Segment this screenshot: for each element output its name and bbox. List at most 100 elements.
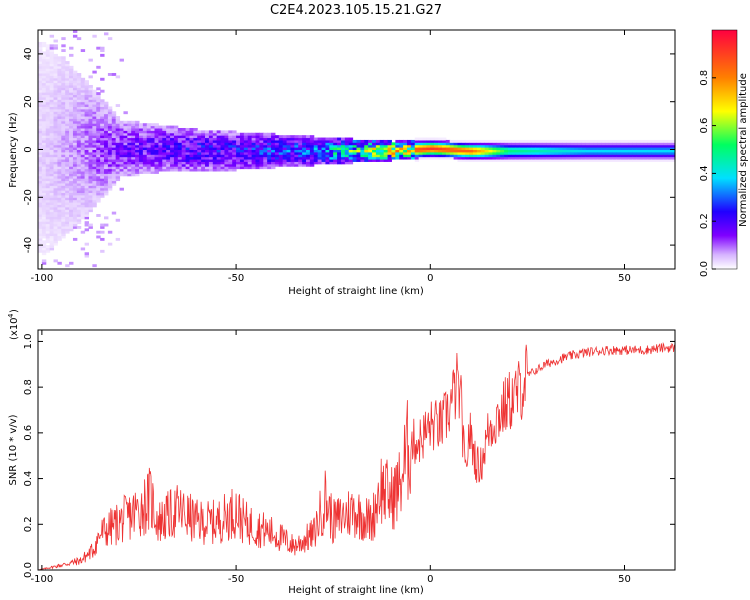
heatmap-cell [80, 87, 86, 91]
heatmap-cell [41, 73, 47, 76]
heatmap-cell [185, 147, 190, 150]
heatmap-cell [239, 154, 245, 158]
heatmap-cell [49, 163, 55, 167]
heatmap-cell [469, 159, 474, 162]
heatmap-cell [80, 96, 86, 100]
heatmap-cell [480, 149, 486, 153]
heatmap-cell [181, 127, 187, 131]
heatmap-cell [131, 137, 136, 141]
heatmap-cell [88, 149, 93, 153]
heatmap-cell [72, 149, 78, 153]
heatmap-cell [80, 151, 86, 155]
heatmap-cell [608, 154, 614, 158]
heatmap-cell [340, 154, 346, 158]
heatmap-cell [76, 197, 82, 201]
heatmap-cell [667, 159, 672, 162]
heatmap-cell [438, 142, 443, 146]
heatmap-cell [278, 135, 284, 139]
heatmap-cell [216, 166, 222, 170]
heatmap-cell [173, 139, 179, 143]
heatmap-cell [395, 142, 400, 146]
heatmap-cell [38, 70, 43, 74]
heatmap-cell [57, 211, 62, 215]
heatmap-cell [298, 151, 303, 155]
heatmap-cell [185, 159, 190, 162]
heatmap-cell [127, 151, 132, 155]
heatmap-cell [410, 149, 416, 153]
heatmap-cell [111, 137, 117, 141]
heatmap-cell [523, 142, 528, 146]
heatmap-cell [49, 135, 55, 139]
heatmap-cell [651, 154, 657, 158]
heatmap-cell [181, 151, 187, 155]
heatmap-cell [154, 137, 159, 141]
heatmap-cell [651, 139, 657, 143]
heatmap-cell [201, 132, 206, 136]
heatmap-cell [364, 159, 369, 162]
heatmap-cell [65, 187, 70, 191]
heatmap-cell [38, 84, 43, 88]
heatmap-cell [96, 230, 101, 234]
heatmap-cell [76, 216, 82, 220]
heatmap-cell [49, 221, 55, 225]
heatmap-cell [154, 161, 159, 165]
heatmap-cell [162, 151, 167, 155]
heatmap-cell [449, 144, 455, 148]
heatmap-cell [65, 192, 70, 196]
heatmap-cell [76, 221, 82, 225]
heatmap-cell [406, 156, 412, 160]
heatmap-cell [72, 237, 78, 241]
heatmap-cell [107, 111, 113, 115]
heatmap-cell [542, 144, 548, 148]
heatmap-cell [41, 252, 47, 256]
heatmap-cell [271, 163, 276, 167]
heatmap-cell [84, 252, 89, 256]
heatmap-cell [38, 108, 43, 112]
heatmap-cell [356, 142, 361, 146]
heatmap-cell [65, 142, 70, 146]
heatmap-cell [131, 149, 136, 153]
heatmap-cell [69, 211, 74, 215]
heatmap-cell [457, 151, 462, 155]
heatmap-cell [208, 137, 214, 141]
heatmap-cell [337, 147, 342, 150]
heatmap-cell [131, 120, 136, 124]
heatmap-cell [84, 101, 89, 105]
heatmap-cell [38, 96, 43, 100]
heatmap-cell [53, 211, 58, 215]
heatmap-cell [100, 161, 105, 165]
heatmap-cell [224, 166, 229, 170]
heatmap-cell [197, 137, 202, 141]
heatmap-cell [65, 149, 70, 153]
heatmap-cell [96, 180, 101, 184]
heatmap-cell [150, 123, 156, 127]
heatmap-cell [492, 154, 497, 158]
heatmap-cell [298, 144, 303, 148]
heatmap-cell [589, 139, 594, 143]
heatmap-cell [461, 144, 466, 148]
heatmap-cell [298, 139, 303, 143]
heatmap-cell [593, 151, 598, 155]
heatmap-cell [566, 147, 571, 150]
heatmap-cell [177, 156, 183, 160]
heatmap-cell [220, 151, 225, 155]
heatmap-cell [519, 151, 525, 155]
heatmap-cell [298, 161, 303, 165]
heatmap-cell [69, 202, 74, 205]
heatmap-cell [57, 99, 62, 103]
heatmap-cell [107, 230, 113, 234]
heatmap-cell [57, 261, 62, 265]
heatmap-cell [663, 154, 668, 158]
heatmap-cell [531, 156, 536, 160]
y-tick-label: 40 [23, 48, 34, 61]
heatmap-cell [624, 144, 629, 148]
heatmap-cell [628, 139, 633, 143]
heatmap-cell [57, 228, 62, 232]
heatmap-cell [271, 166, 276, 170]
heatmap-cell [138, 142, 144, 146]
heatmap-cell [38, 68, 43, 72]
heatmap-cell [150, 132, 156, 136]
heatmap-cell [45, 118, 51, 122]
heatmap-cell [636, 154, 641, 158]
heatmap-cell [65, 137, 70, 141]
